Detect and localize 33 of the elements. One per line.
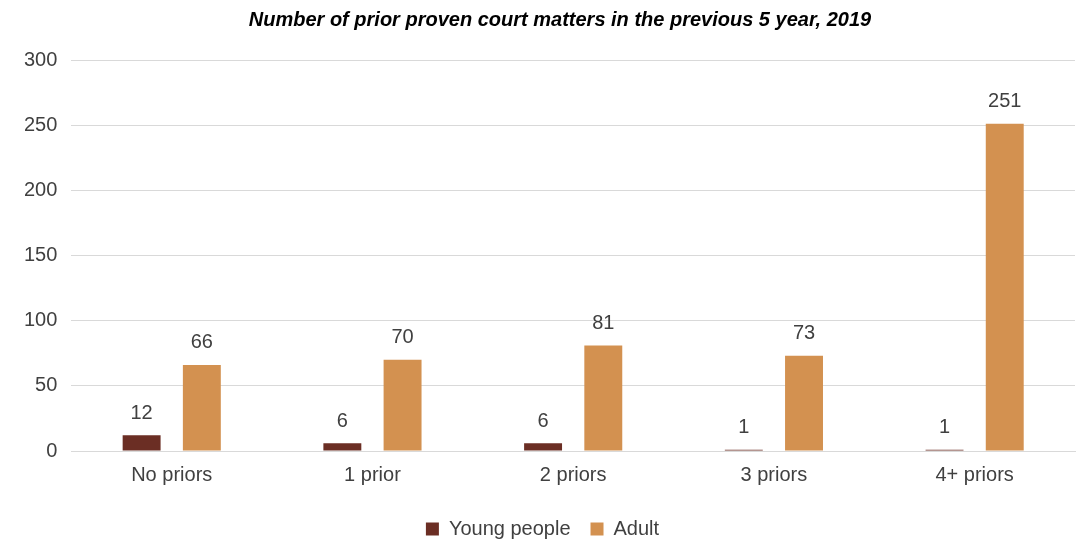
data-label: 1 <box>738 415 750 438</box>
x-tick-label: 2 priors <box>539 462 607 485</box>
x-tick-label: 4+ priors <box>935 462 1014 485</box>
y-tick-label: 300 <box>23 47 58 70</box>
bar <box>524 443 563 451</box>
data-label: 6 <box>537 408 549 431</box>
legend-label: Adult <box>613 516 660 539</box>
y-tick-label: 0 <box>46 438 58 461</box>
x-tick-label: No priors <box>131 462 213 485</box>
x-tick-label: 3 priors <box>740 462 808 485</box>
data-label: 251 <box>988 89 1022 112</box>
data-label: 81 <box>592 310 615 333</box>
y-tick-label: 250 <box>23 112 58 135</box>
data-label: 12 <box>130 400 153 423</box>
x-tick-label: 1 prior <box>344 462 402 485</box>
data-label: 1 <box>938 415 951 438</box>
bar <box>785 355 823 451</box>
bar <box>985 123 1024 451</box>
bar <box>383 359 422 451</box>
data-label: 6 <box>336 408 348 431</box>
bar <box>122 435 161 451</box>
data-label: 73 <box>792 321 816 344</box>
data-label: 70 <box>391 325 414 348</box>
bar <box>182 364 221 451</box>
chart-title: Number of prior proven court matters in the previous 5 year, 2019 <box>247 7 873 32</box>
legend-label: Young people <box>448 516 571 539</box>
data-label: 66 <box>190 330 213 353</box>
bar <box>584 345 623 451</box>
y-tick-label: 200 <box>23 177 58 200</box>
y-tick-label: 150 <box>23 243 58 266</box>
y-tick-label: 50 <box>35 373 58 396</box>
y-tick-label: 100 <box>23 308 58 331</box>
bar <box>323 443 362 451</box>
